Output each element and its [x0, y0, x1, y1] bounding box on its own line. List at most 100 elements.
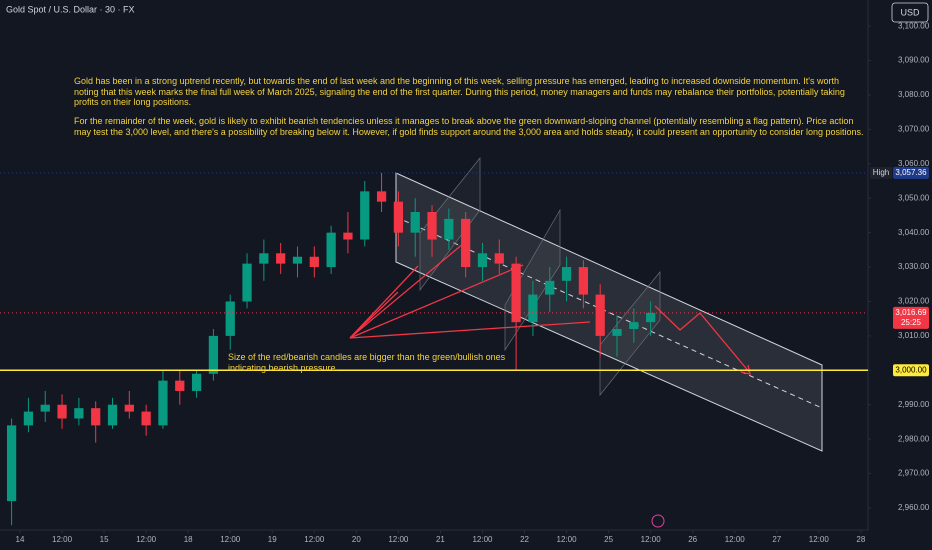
price-tag-label: 3,016.69	[895, 308, 927, 317]
note: For the remainder of the week, gold is l…	[74, 116, 864, 137]
note: Gold has been in a strong uptrend recent…	[74, 76, 845, 107]
x-tick-label: 15	[100, 535, 109, 544]
candle-body	[343, 232, 353, 240]
x-tick-label: 18	[184, 535, 193, 544]
candle-body	[360, 191, 370, 240]
y-tick-label: 3,100.00	[898, 21, 930, 30]
candle-body	[40, 404, 50, 412]
channel-mid	[395, 216, 823, 409]
candle-body	[141, 411, 151, 426]
candle-body	[292, 256, 303, 264]
y-tick-label: 3,090.00	[898, 56, 930, 65]
y-tick-label: 2,980.00	[898, 434, 930, 443]
y-tick-label: 3,010.00	[898, 331, 930, 340]
price-tag-label: 3,057.36	[895, 168, 927, 177]
candle-body	[511, 263, 521, 323]
x-tick-label: 22	[520, 535, 529, 544]
price-tag	[893, 306, 929, 329]
y-tick-label: 3,080.00	[898, 90, 930, 99]
arrow	[349, 237, 471, 339]
y-tick-label: 3,040.00	[898, 228, 930, 237]
event-icon[interactable]	[651, 514, 665, 528]
candle-body	[494, 253, 504, 264]
candle-body	[242, 263, 252, 302]
candle-body	[6, 425, 17, 502]
x-tick-label: 28	[856, 535, 865, 544]
currency-button[interactable]	[891, 2, 929, 23]
x-tick-label: 26	[688, 535, 697, 544]
x-tick-label: 12:00	[725, 535, 746, 544]
y-tick-label: 3,070.00	[898, 125, 930, 134]
candle-body	[612, 329, 622, 336]
candle-body	[561, 267, 572, 281]
x-tick-label: 12:00	[472, 535, 493, 544]
candle-body	[57, 404, 67, 419]
y-tick-label: 3,030.00	[898, 262, 930, 271]
x-tick-label: 12:00	[557, 535, 578, 544]
x-tick-label: 12:00	[641, 535, 662, 544]
candle-body	[376, 191, 387, 202]
candle-body	[646, 312, 656, 323]
y-tick-label: 3,020.00	[898, 297, 930, 306]
candle-body	[461, 218, 471, 268]
candle-body	[595, 294, 605, 336]
price-tag	[893, 364, 929, 377]
candle-body	[528, 294, 538, 323]
candle-body	[444, 218, 454, 240]
candle-body	[629, 322, 639, 330]
candle-body	[107, 404, 118, 426]
candle-body	[74, 408, 84, 419]
candle-body	[23, 411, 34, 426]
x-tick-label: 12:00	[220, 535, 241, 544]
projection-path	[654, 305, 751, 374]
candle-body	[427, 212, 437, 240]
arrow-head	[740, 364, 751, 375]
callout: Size of the red/bearish candles are bigg…	[228, 352, 506, 373]
currency-label[interactable]: USD	[900, 7, 920, 17]
candle-body	[259, 253, 269, 264]
candle-body	[477, 253, 488, 268]
candle-body	[225, 301, 235, 336]
arrow	[349, 265, 419, 339]
arrow	[349, 264, 524, 339]
channel	[395, 157, 823, 452]
x-tick-label: 12:00	[304, 535, 325, 544]
x-tick-label: 27	[772, 535, 781, 544]
candle-body	[393, 201, 404, 233]
x-tick-label: 25	[604, 535, 613, 544]
price-tag-name: High	[873, 168, 889, 177]
candle-body	[410, 212, 420, 233]
x-tick-label: 14	[16, 535, 25, 544]
x-tick-label: 12:00	[388, 535, 409, 544]
y-tick-label: 2,960.00	[898, 503, 930, 512]
price-tag-name-bg	[870, 166, 892, 179]
arrows	[349, 237, 751, 375]
x-tick-label: 12:00	[809, 535, 830, 544]
y-tick-label: 3,060.00	[898, 159, 930, 168]
candle-body	[326, 232, 336, 268]
y-tick-label: 2,990.00	[898, 400, 930, 409]
x-tick-label: 21	[436, 535, 445, 544]
x-tick-label: 20	[352, 535, 361, 544]
x-tick-label: 12:00	[52, 535, 73, 544]
sub-channel	[599, 271, 661, 396]
price-axis-bg	[868, 0, 932, 550]
arrow	[349, 321, 591, 339]
x-tick-label: 12:00	[136, 535, 157, 544]
y-tick-label: 3,050.00	[898, 193, 930, 202]
candle-body	[309, 256, 319, 268]
symbol-title: Gold Spot / U.S. Dollar · 30 · FX	[6, 4, 135, 14]
x-tick-label: 19	[268, 535, 277, 544]
candle-body	[578, 267, 588, 295]
candle-body	[175, 380, 185, 391]
y-tick-label: 2,970.00	[898, 469, 930, 478]
candle-body	[158, 380, 168, 426]
candle-body	[91, 408, 101, 426]
candle-body	[545, 280, 555, 295]
candle-body	[208, 335, 219, 374]
price-tag-label: 3,000.00	[895, 365, 927, 374]
candle-body	[191, 373, 202, 391]
price-tag-timer: 25:25	[901, 318, 922, 327]
